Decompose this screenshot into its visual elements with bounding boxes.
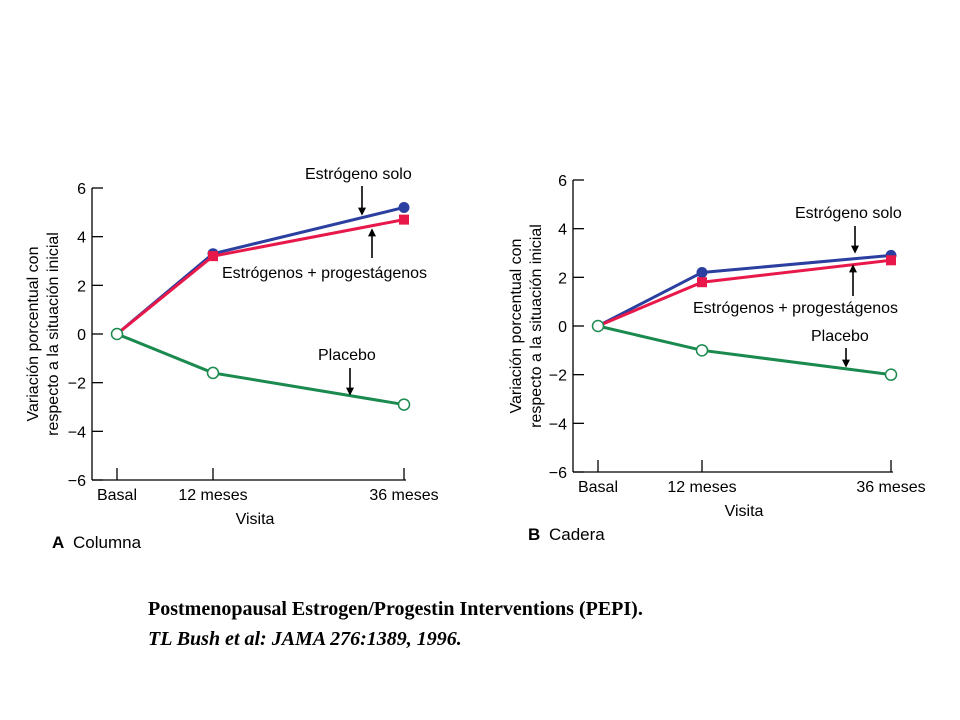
data-point-basal	[110, 327, 124, 341]
caption-title: Postmenopausal Estrogen/Progestin Interv…	[148, 598, 643, 620]
x-tick-label: 36 meses	[369, 487, 438, 504]
caption-citation: TL Bush et al: JAMA 276:1389, 1996.	[148, 628, 462, 650]
y-tick-label: −2	[68, 376, 86, 393]
y-tick-label: 2	[77, 278, 86, 295]
data-point	[397, 398, 411, 411]
y-tick-label: −6	[549, 465, 567, 482]
x-tick-label: Basal	[97, 487, 137, 504]
x-tick-label: Basal	[578, 479, 618, 496]
data-point	[697, 277, 707, 288]
panel-letter: A	[52, 533, 64, 552]
y-tick-label: −4	[68, 424, 86, 441]
data-point	[399, 214, 409, 225]
panel-title: Columna	[73, 533, 142, 552]
y-tick-label: 2	[558, 270, 567, 287]
chart-panel-a: 6 4 2 0 −2 −4 −6 Basal 12 meses 36 meses Visita Var…	[25, 166, 439, 552]
y-tick-label: −4	[549, 416, 567, 433]
data-point	[695, 344, 709, 357]
data-point	[884, 368, 898, 381]
panel-title: Cadera	[549, 525, 605, 544]
annotation-combo: Estrógenos + progestágenos	[693, 300, 898, 317]
annotation-estrogen: Estrógeno solo	[305, 166, 412, 183]
data-point	[206, 366, 220, 380]
y-tick-label: 0	[558, 319, 567, 336]
x-axis-label: Visita	[725, 503, 764, 520]
x-tick-label: 12 meses	[178, 487, 247, 504]
x-axis-label: Visita	[236, 511, 275, 528]
data-point-basal	[591, 319, 605, 333]
y-tick-label: 6	[77, 181, 86, 198]
y-axis-label-line: Variación porcentual con	[25, 247, 42, 422]
y-axis-label-line: respecto a la situación inicial	[45, 232, 62, 436]
x-tick-label: 36 meses	[856, 479, 925, 496]
annotation-placebo: Placebo	[811, 328, 869, 345]
y-axis-label-line: Variación porcentual con	[508, 239, 525, 414]
y-tick-label: 0	[77, 327, 86, 344]
y-tick-label: −2	[549, 368, 567, 385]
y-tick-label: 4	[77, 230, 86, 247]
data-point	[886, 255, 896, 266]
chart-panel-b: 6 4 2 0 −2 −4 −6 Basal 12 meses 36 meses Visita Var…	[508, 173, 926, 544]
data-point	[398, 201, 410, 213]
y-tick-label: 4	[558, 222, 567, 239]
annotation-placebo: Placebo	[318, 347, 376, 364]
series-line	[116, 332, 405, 407]
x-tick-label: 12 meses	[667, 479, 736, 496]
annotation-combo: Estrógenos + progestágenos	[222, 265, 427, 282]
y-axis-label-line: respecto a la situación inicial	[528, 224, 545, 428]
panel-letter: B	[528, 525, 540, 544]
data-point	[696, 266, 708, 278]
annotation-estrogen: Estrógeno solo	[795, 205, 902, 222]
chart-figure: 6 4 2 0 −2 −4 −6 Basal 12 meses 36 meses Visita Var…	[25, 166, 926, 552]
y-tick-label: 6	[558, 173, 567, 190]
y-tick-label: −6	[68, 473, 86, 490]
data-point	[208, 251, 218, 262]
